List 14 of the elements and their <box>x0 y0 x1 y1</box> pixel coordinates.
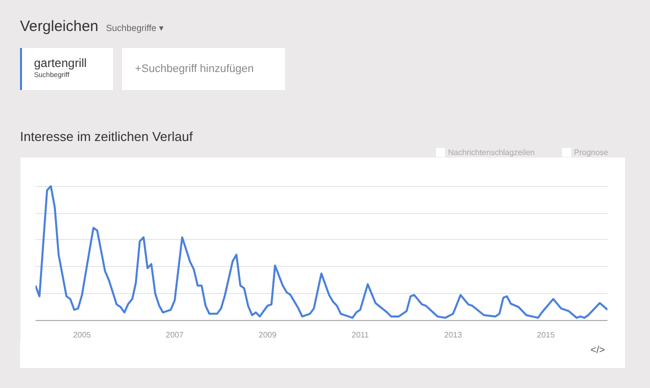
x-tick-label: 2007 <box>166 330 184 340</box>
x-tick-label: 2013 <box>444 330 463 340</box>
chart-title: Interesse im zeitlichen Verlauf <box>20 128 193 146</box>
x-tick-label: 2015 <box>536 330 556 340</box>
text: </> <box>590 344 605 358</box>
text: gartengrill <box>34 55 87 72</box>
x-tick-label: 2009 <box>258 330 277 340</box>
text: Suchbegriffe ▾ <box>106 22 164 35</box>
text: Vergleichen <box>20 17 98 37</box>
text: Nachrichtenschlagzeilen <box>448 147 535 158</box>
x-tick-label: 2011 <box>352 330 370 340</box>
text: Prognose <box>574 147 608 158</box>
text: +Suchbegriff hinzufügen <box>135 62 254 77</box>
x-tick-label: 2005 <box>73 330 92 340</box>
